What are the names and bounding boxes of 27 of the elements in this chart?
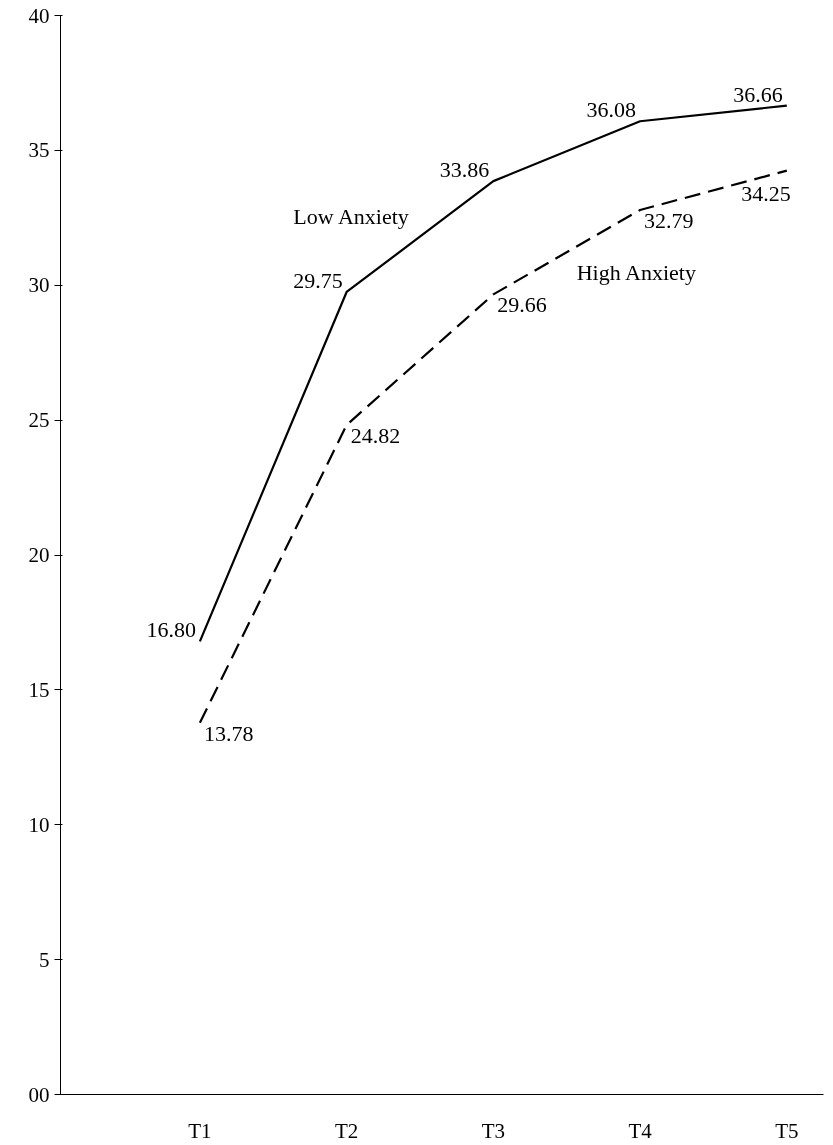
- data-label: 29.75: [293, 267, 343, 293]
- y-tick-label: 15: [28, 677, 50, 702]
- data-label: 33.86: [439, 157, 490, 183]
- data-label: 13.78: [203, 720, 254, 746]
- data-label: 34.25: [741, 180, 791, 206]
- data-label: 24.82: [350, 422, 401, 448]
- y-tick-label: 30: [28, 273, 50, 298]
- series-label: Low Anxiety: [293, 203, 409, 229]
- y-tick-label: 25: [28, 408, 50, 433]
- y-tick-label: 40: [28, 3, 50, 28]
- y-tick-label: 20: [28, 543, 50, 567]
- x-tick-label: T4: [628, 1118, 653, 1143]
- line-series: [198, 104, 788, 643]
- y-tick-label: 10: [28, 812, 50, 837]
- data-label: 36.66: [733, 81, 783, 107]
- y-tick-label: 35: [28, 138, 50, 163]
- data-label: 36.08: [586, 97, 637, 123]
- x-tick-label: T1: [188, 1118, 212, 1143]
- y-tick-label: 00: [28, 1082, 50, 1107]
- data-label: 16.80: [146, 617, 196, 643]
- x-tick-label: T5: [775, 1118, 799, 1143]
- x-tick-label: T3: [481, 1118, 506, 1143]
- x-tick-label: T2: [334, 1118, 359, 1143]
- y-tick-label: 5: [39, 947, 50, 972]
- data-label: 29.66: [497, 292, 547, 318]
- series-label: High Anxiety: [576, 260, 696, 286]
- data-label: 32.79: [644, 207, 694, 233]
